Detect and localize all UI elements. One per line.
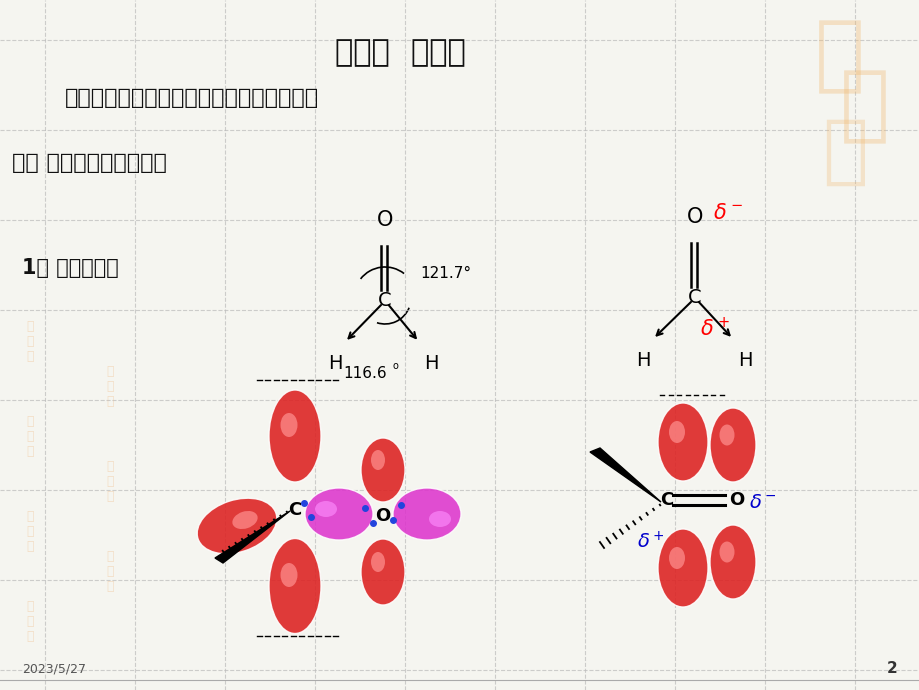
Text: $\delta^-$: $\delta^-$ (712, 203, 743, 223)
Polygon shape (589, 448, 660, 502)
Text: $\delta^+$: $\delta^+$ (699, 317, 729, 340)
Text: 第一节  醛、酮: 第一节 醛、酮 (335, 38, 465, 67)
Text: 121.7°: 121.7° (420, 266, 471, 281)
Text: H: H (424, 354, 437, 373)
Text: 1、 醛酮的结构: 1、 醛酮的结构 (22, 258, 119, 278)
Text: o: o (392, 361, 399, 371)
Text: 吉
祥
福: 吉 祥 福 (27, 415, 34, 458)
Ellipse shape (360, 438, 404, 502)
Text: $\delta^-$: $\delta^-$ (748, 493, 776, 511)
Polygon shape (215, 511, 289, 563)
Text: 116.6: 116.6 (343, 366, 386, 381)
Ellipse shape (268, 538, 321, 633)
Ellipse shape (305, 488, 372, 540)
Ellipse shape (392, 488, 460, 540)
Ellipse shape (428, 511, 450, 527)
Text: 吉
祥
福: 吉 祥 福 (27, 320, 34, 363)
Ellipse shape (233, 511, 257, 529)
Ellipse shape (668, 421, 685, 443)
Ellipse shape (360, 539, 404, 605)
Text: 吉
祥
福: 吉 祥 福 (106, 460, 114, 503)
Text: H: H (737, 351, 752, 370)
Ellipse shape (370, 552, 384, 572)
Ellipse shape (268, 390, 321, 482)
Text: 2023/5/27: 2023/5/27 (22, 663, 85, 676)
Text: 醛和酮是分子中含有羰基官能团的有机物。: 醛和酮是分子中含有羰基官能团的有机物。 (65, 88, 319, 108)
Text: 吉
祥
福: 吉 祥 福 (106, 365, 114, 408)
Text: O: O (729, 491, 743, 509)
Text: C: C (378, 290, 391, 310)
Ellipse shape (280, 563, 297, 587)
Text: 吉: 吉 (814, 15, 864, 96)
Text: 吉
祥
福: 吉 祥 福 (27, 600, 34, 643)
Ellipse shape (709, 408, 755, 482)
Text: 福: 福 (822, 115, 867, 189)
Text: 吉
祥
福: 吉 祥 福 (27, 510, 34, 553)
Ellipse shape (657, 403, 708, 481)
Text: O: O (377, 210, 392, 230)
Ellipse shape (280, 413, 297, 437)
Text: 祥: 祥 (839, 65, 889, 146)
Text: C: C (687, 288, 701, 306)
Ellipse shape (668, 547, 685, 569)
Text: O: O (686, 207, 702, 227)
Text: $\delta^+$: $\delta^+$ (636, 531, 664, 553)
Ellipse shape (719, 424, 733, 446)
Text: 一、 醛、酮的结构和分类: 一、 醛、酮的结构和分类 (12, 153, 166, 173)
Text: O: O (375, 507, 391, 525)
Text: H: H (635, 351, 650, 370)
Text: H: H (327, 354, 342, 373)
Text: 吉
祥
福: 吉 祥 福 (106, 550, 114, 593)
Ellipse shape (657, 529, 708, 607)
Ellipse shape (719, 542, 733, 562)
Ellipse shape (314, 501, 336, 517)
Ellipse shape (370, 450, 384, 470)
Text: C: C (660, 491, 673, 509)
Text: 2: 2 (886, 661, 897, 676)
Ellipse shape (197, 498, 277, 554)
Text: C: C (288, 501, 301, 519)
Ellipse shape (709, 525, 755, 599)
